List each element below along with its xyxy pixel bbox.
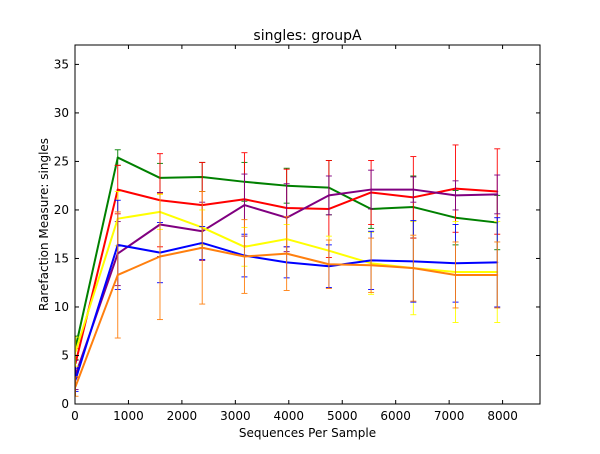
data-point (327, 263, 330, 266)
x-tick-label: 1000 (113, 409, 144, 423)
data-point (327, 194, 330, 197)
y-axis-label: Rarefaction Measure: singles (37, 138, 51, 311)
series-layer (75, 144, 501, 397)
data-point (496, 193, 499, 196)
x-tick-label: 7000 (434, 409, 465, 423)
x-tick-label: 4000 (274, 409, 305, 423)
data-point (412, 188, 415, 191)
x-axis-label: Sequences Per Sample (239, 426, 376, 440)
x-tick-label: 2000 (167, 409, 198, 423)
x-tick-label: 6000 (380, 409, 411, 423)
x-tick-label: 0 (71, 409, 79, 423)
data-point (370, 188, 373, 191)
data-point (370, 264, 373, 267)
y-tick-label: 30 (54, 106, 69, 120)
data-point (116, 156, 119, 159)
series-5 (75, 191, 501, 397)
data-point (454, 273, 457, 276)
y-tick-label: 15 (54, 251, 69, 265)
chart-title: singles: groupA (253, 28, 362, 44)
data-point (285, 252, 288, 255)
y-tick-label: 25 (54, 154, 69, 168)
y-tick-label: 35 (54, 57, 69, 71)
data-point (158, 255, 161, 258)
data-point (116, 273, 119, 276)
data-point (201, 246, 204, 249)
y-tick-label: 20 (54, 203, 69, 217)
x-tick-label: 8000 (487, 409, 518, 423)
x-tick-label: 5000 (327, 409, 358, 423)
data-point (496, 273, 499, 276)
x-tick-label: 3000 (220, 409, 251, 423)
y-tick-label: 0 (61, 397, 69, 411)
axis-layer: 0 1000 2000 3000 4000 5000 6000 7000 8000 0 5 10 15 2… (54, 45, 540, 423)
data-point (116, 188, 119, 191)
plot-frame (74, 44, 541, 405)
data-point (243, 255, 246, 258)
y-tick-label: 10 (54, 300, 69, 314)
data-point (412, 267, 415, 270)
data-point (243, 204, 246, 207)
data-point (454, 194, 457, 197)
y-tick-label: 5 (61, 348, 69, 362)
